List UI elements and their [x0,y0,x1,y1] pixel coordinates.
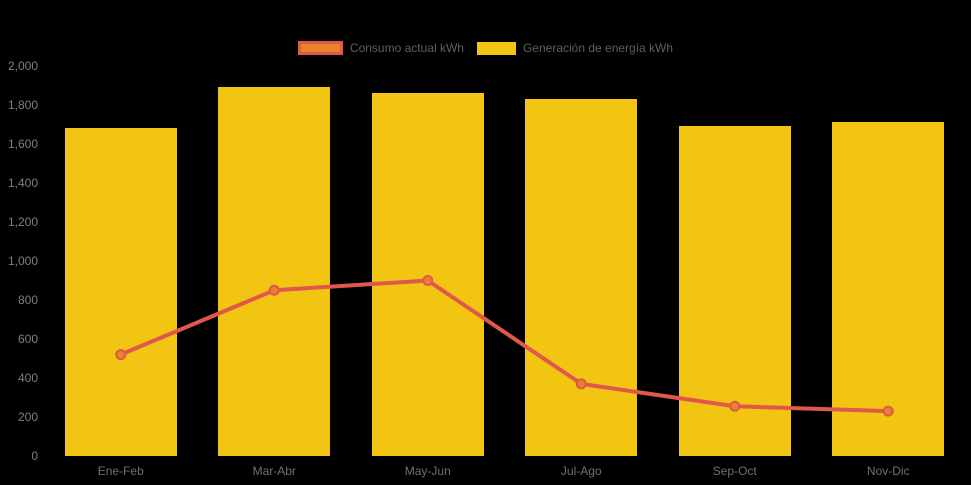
y-tick-label: 1,400 [7,176,38,190]
y-tick-label: 1,600 [7,137,38,151]
x-tick-label: Sep-Oct [712,464,757,478]
x-tick-label: Mar-Abr [252,464,296,478]
y-tick-label: 1,200 [7,215,38,229]
generacion-legend-swatch [476,41,516,55]
y-tick-label: 200 [17,410,38,424]
chart-legend: Consumo actual kWh Generación de energía… [0,41,971,55]
y-tick-label: 400 [17,371,38,385]
y-tick-label: 0 [31,449,38,463]
y-tick-label: 1,800 [7,98,38,112]
consumo-legend-swatch [297,41,343,55]
y-tick-label: 1,000 [7,254,38,268]
generacion-bar [64,128,177,456]
y-tick-label: 2,000 [7,59,38,73]
legend-item-consumo[interactable]: Consumo actual kWh [297,41,464,55]
generacion-bar [678,126,791,456]
x-tick-label: Ene-Feb [97,464,144,478]
generacion-bar [218,87,331,456]
generacion-bar [371,93,484,456]
generacion-legend-label: Generación de energía kWh [522,41,674,55]
generacion-bar [832,121,945,456]
legend-item-generacion[interactable]: Generación de energía kWh [476,41,674,55]
x-tick-label: Jul-Ago [560,464,602,478]
generacion-bar [525,99,638,456]
y-tick-label: 600 [17,332,38,346]
y-tick-label: 800 [17,293,38,307]
consumo-legend-label: Consumo actual kWh [349,41,464,55]
x-tick-label: May-Jun [404,464,451,478]
x-tick-label: Nov-Dic [866,464,910,478]
